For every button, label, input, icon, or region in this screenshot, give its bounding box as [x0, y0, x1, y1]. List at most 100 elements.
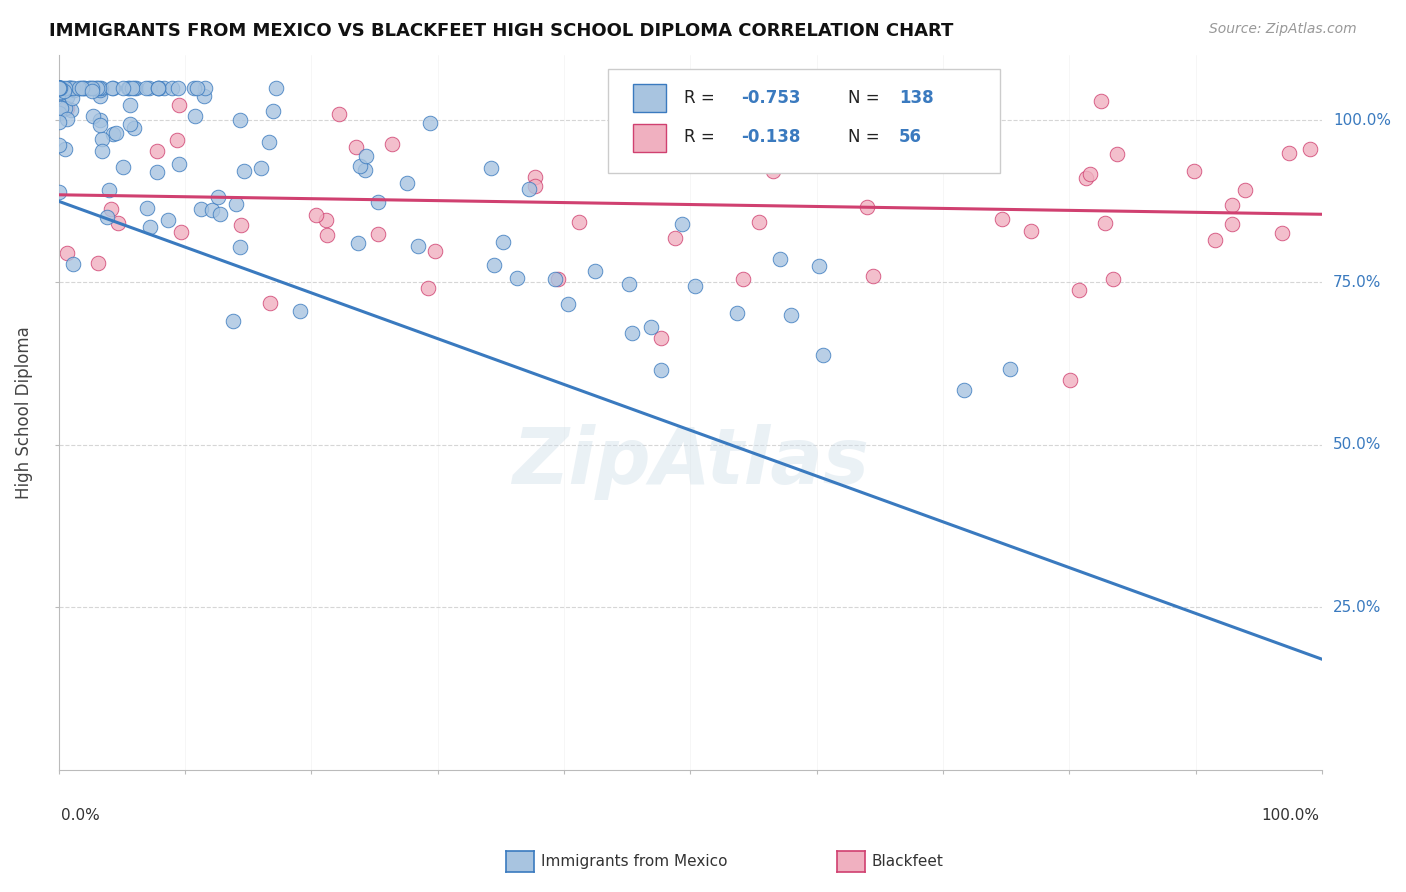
- Point: [153, 80, 176, 95]
- Point: [138, 80, 160, 95]
- Point: [101, 80, 124, 95]
- Point: [89, 113, 111, 128]
- Point: [328, 106, 350, 120]
- Point: [207, 190, 229, 204]
- Text: Blackfeet: Blackfeet: [872, 855, 943, 869]
- Point: [48, 80, 70, 95]
- Point: [135, 201, 157, 215]
- Point: [48, 80, 70, 95]
- Point: [56, 80, 79, 95]
- Point: [87, 256, 110, 270]
- Point: [194, 80, 217, 95]
- Point: [991, 212, 1014, 227]
- Point: [160, 80, 183, 95]
- Point: [621, 326, 644, 341]
- Point: [89, 88, 111, 103]
- Point: [266, 80, 288, 95]
- Point: [48, 86, 70, 100]
- Point: [1278, 146, 1301, 161]
- Point: [120, 116, 142, 130]
- Point: [183, 109, 205, 123]
- Point: [1069, 283, 1091, 297]
- Point: [233, 164, 256, 178]
- Point: [349, 159, 371, 173]
- Text: 0.0%: 0.0%: [62, 808, 100, 823]
- Point: [139, 219, 162, 234]
- Point: [748, 215, 770, 229]
- Point: [225, 197, 247, 211]
- Point: [381, 136, 404, 151]
- Point: [48, 80, 70, 95]
- Point: [167, 156, 190, 170]
- Point: [1204, 233, 1226, 247]
- Point: [170, 225, 193, 239]
- Point: [250, 161, 273, 175]
- Point: [617, 277, 640, 292]
- Point: [998, 362, 1021, 376]
- Point: [53, 80, 76, 95]
- Point: [51, 80, 73, 95]
- Point: [100, 202, 122, 217]
- Point: [48, 105, 70, 120]
- Point: [733, 271, 755, 285]
- Point: [637, 136, 659, 151]
- Point: [344, 140, 367, 154]
- Point: [167, 98, 190, 112]
- Point: [148, 80, 170, 95]
- Point: [48, 185, 70, 199]
- Point: [1078, 167, 1101, 181]
- Point: [56, 90, 79, 104]
- Point: [557, 297, 579, 311]
- Point: [1059, 373, 1081, 387]
- Point: [262, 104, 284, 119]
- Point: [48, 138, 70, 153]
- Point: [517, 181, 540, 195]
- Point: [484, 258, 506, 272]
- Point: [91, 144, 114, 158]
- Point: [1220, 198, 1243, 212]
- Point: [671, 218, 693, 232]
- Point: [953, 383, 976, 397]
- Point: [856, 200, 879, 214]
- Point: [49, 80, 72, 95]
- Point: [672, 150, 695, 164]
- Point: [897, 93, 920, 107]
- Point: [419, 116, 441, 130]
- Point: [229, 219, 252, 233]
- Text: 100.0%: 100.0%: [1333, 112, 1391, 128]
- Point: [367, 227, 389, 241]
- Point: [101, 128, 124, 142]
- Y-axis label: High School Diploma: High School Diploma: [15, 326, 32, 499]
- Point: [56, 246, 79, 260]
- Point: [118, 80, 141, 95]
- Point: [121, 80, 143, 95]
- Point: [745, 157, 768, 171]
- Point: [59, 103, 82, 117]
- Point: [82, 80, 104, 95]
- Point: [77, 80, 100, 95]
- Point: [48, 80, 70, 95]
- Point: [49, 86, 72, 100]
- Point: [257, 135, 280, 149]
- Point: [62, 83, 84, 97]
- Text: Source: ZipAtlas.com: Source: ZipAtlas.com: [1209, 22, 1357, 37]
- Point: [762, 164, 785, 178]
- Point: [48, 80, 70, 95]
- FancyBboxPatch shape: [634, 85, 666, 112]
- Point: [82, 109, 104, 123]
- Point: [396, 176, 419, 190]
- Text: 100.0%: 100.0%: [1261, 808, 1319, 823]
- Point: [1299, 142, 1322, 156]
- Point: [1094, 216, 1116, 230]
- Point: [73, 80, 96, 95]
- Point: [82, 80, 104, 95]
- Point: [769, 252, 792, 267]
- Point: [145, 144, 167, 158]
- Point: [259, 296, 281, 310]
- Point: [112, 80, 135, 95]
- Point: [145, 165, 167, 179]
- Text: 56: 56: [898, 128, 922, 146]
- Point: [356, 149, 378, 163]
- Text: -0.138: -0.138: [741, 128, 800, 146]
- Point: [664, 231, 686, 245]
